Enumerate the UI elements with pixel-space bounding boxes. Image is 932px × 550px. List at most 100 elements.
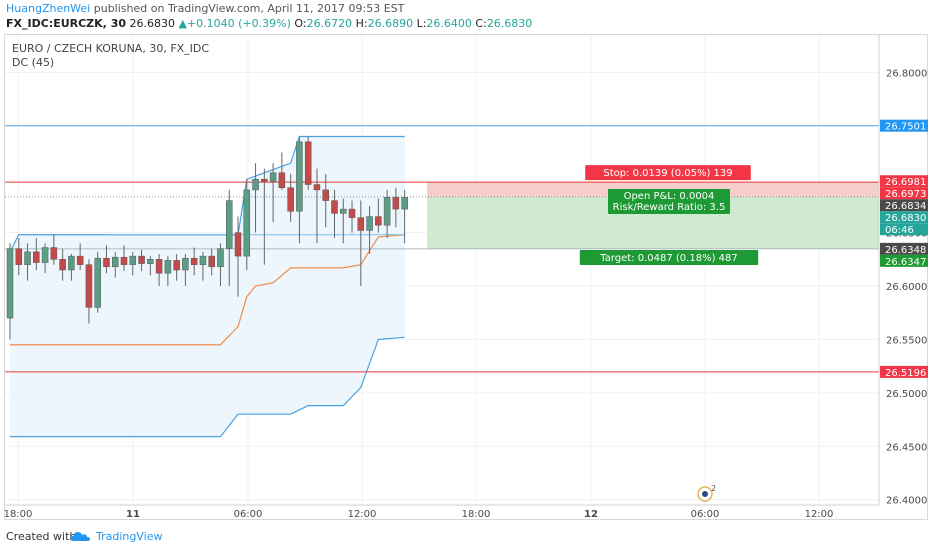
candle-body [208, 255, 215, 268]
publication-line: HuangZhenWei published on TradingView.co… [6, 2, 404, 15]
high-value: 26.6890 [367, 17, 414, 30]
open-label: O: [294, 17, 307, 30]
pnl-label-bg [608, 189, 730, 214]
up-arrow-icon: ▲ [178, 17, 187, 30]
time-tick-label: 06:00 [234, 509, 263, 520]
candle-body [147, 259, 154, 264]
target-label-bg [579, 250, 759, 265]
candle-body [243, 189, 251, 257]
candle-body [287, 187, 294, 212]
candle-body [85, 264, 93, 308]
candle-body [164, 260, 172, 274]
chart-title: EURO / CZECH KORUNA, 30, FX_IDC [12, 42, 209, 55]
time-tick-label: 06:00 [691, 509, 720, 520]
tradingview-brand-link[interactable]: TradingView [96, 530, 163, 543]
donchian-channel [9, 135, 405, 438]
time-tick-label: 12 [584, 509, 598, 520]
price-axis-marker-bg [880, 242, 928, 255]
candle-body [111, 256, 119, 268]
candle-body [76, 255, 84, 265]
candle-body [261, 178, 268, 182]
price-axis-marker-bg [880, 254, 928, 267]
price-axis[interactable]: 26.800026.650026.600026.550026.500026.45… [878, 35, 928, 507]
price-axis-marker-bg [880, 119, 928, 132]
open-pnl-label: Open P&L: 0.0004 [624, 191, 715, 202]
candle-body [6, 248, 14, 319]
last-price: 26.6830 [129, 17, 176, 30]
low-value: 26.6400 [426, 17, 472, 30]
event-marker-dot-icon [702, 491, 708, 497]
event-marker-count: 2 [711, 484, 716, 493]
price-tick-label: 26.8000 [886, 68, 927, 79]
price-tick-label: 26.4500 [886, 442, 927, 453]
published-text: published on TradingView.com, April 11, … [90, 2, 405, 15]
candle-body [278, 172, 286, 189]
stop-label-bg [585, 165, 751, 181]
time-tick-label: 12:00 [805, 509, 834, 520]
chart-header: HuangZhenWei published on TradingView.co… [0, 0, 932, 32]
indicator-label: DC (45) [12, 56, 54, 69]
candle-body [33, 251, 40, 263]
price-axis-marker: 26.6347 [885, 257, 926, 268]
candle-body [269, 172, 277, 182]
price-tick-label: 26.5500 [886, 335, 927, 346]
target-label: Target: 0.0487 (0.18%) 487 [599, 253, 738, 264]
candle-body [340, 208, 347, 214]
candle-body [383, 197, 391, 226]
candle-body [331, 200, 338, 214]
candle-body [217, 248, 224, 268]
tradingview-cloud-icon[interactable] [70, 530, 92, 543]
candle-body [252, 178, 259, 191]
donchian-fill [10, 136, 405, 437]
close-value: 26.6830 [486, 17, 533, 30]
price-axis-marker-bg [880, 187, 928, 200]
candle-body [15, 248, 23, 265]
reference-lines [5, 125, 879, 373]
chart-frame[interactable] [4, 34, 928, 520]
price-tick-label: 26.6000 [886, 282, 927, 293]
open-value: 26.6720 [306, 17, 353, 30]
price-axis-marker-bg [880, 365, 928, 378]
candle-body [120, 256, 128, 265]
time-tick-label: 11 [126, 509, 140, 520]
low-label: L: [416, 17, 427, 30]
candle-body [182, 258, 189, 271]
price-axis-marker: 26.7501 [885, 122, 926, 133]
footer: Created with TradingView [0, 522, 932, 550]
author-link[interactable]: HuangZhenWei [6, 2, 91, 15]
candle-body [366, 216, 373, 231]
donchian-middle-line [10, 234, 405, 346]
candle-body [322, 189, 329, 201]
price-axis-marker: 26.6834 [885, 201, 926, 212]
price-axis-marker: 26.6348 [885, 245, 926, 256]
price-axis-marker: 26.6830 [885, 213, 926, 224]
price-axis-marker: 26.6981 [885, 177, 926, 188]
candle-body [392, 197, 400, 210]
high-label: H: [355, 17, 368, 30]
candle-body [234, 232, 242, 257]
position-labels: Stop: 0.0139 (0.05%) 139 Open P&L: 0.0004… [579, 165, 759, 265]
candle-body [304, 141, 312, 185]
candle-body [103, 258, 110, 268]
price-tick-label: 26.4000 [886, 496, 927, 507]
candle-body [94, 258, 101, 308]
time-tick-label: 18:00 [462, 509, 491, 520]
price-axis-marker-bg [880, 199, 928, 212]
candle-body [41, 247, 49, 263]
close-label: C: [475, 17, 487, 30]
risk-reward-label: Risk/Reward Ratio: 3.5 [613, 202, 726, 213]
candle-body [129, 255, 137, 265]
change-value: +0.1040 (+0.39%) [186, 17, 291, 30]
quote-line: FX_IDC:EURCZK, 30 26.6830 ▲+0.1040 (+0.3… [6, 17, 532, 30]
candle-body [348, 208, 356, 218]
price-axis-marker: 26.6973 [885, 189, 926, 200]
price-axis-marker: 06:46 [885, 225, 914, 236]
symbol-label[interactable]: FX_IDC:EURCZK, 30 [6, 17, 126, 30]
price-axis-marker-bg [880, 211, 928, 224]
price-axis-marker-bg [880, 223, 928, 236]
time-axis[interactable]: 18:00 11 06:00 12:00 18:00 12 06:00 12:00 2 [4, 484, 879, 520]
donchian-lower-line [10, 336, 405, 438]
candles [6, 136, 408, 340]
price-axis-marker-bg [880, 175, 928, 188]
